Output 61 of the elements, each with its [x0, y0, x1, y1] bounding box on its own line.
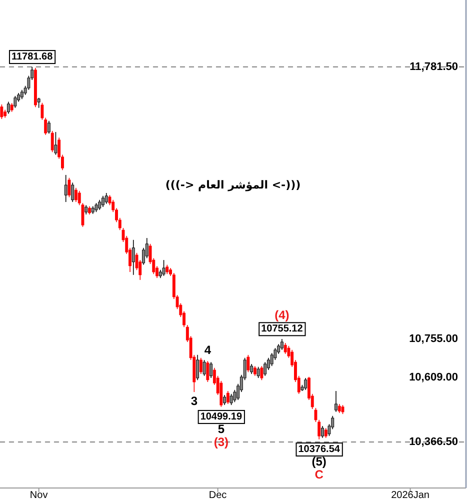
candlestick — [74, 188, 78, 202]
x-tick-label: 2026Jan — [391, 490, 430, 500]
candlestick — [71, 182, 74, 202]
annotation: 11781.68 — [11, 52, 54, 63]
annotation: 3 — [190, 394, 198, 408]
candlestick — [341, 404, 344, 414]
candlestick — [196, 354, 200, 381]
annotation: 10755.12 — [261, 324, 304, 335]
candlestick — [256, 366, 260, 378]
candlestick — [84, 204, 88, 215]
candlestick — [250, 364, 254, 374]
candlestick — [260, 366, 264, 381]
candlestick — [132, 239, 135, 276]
annotation: (5) — [312, 454, 326, 469]
y-tick-label: 10,755.00 — [409, 332, 458, 345]
candlestick — [37, 97, 40, 108]
candlestick — [98, 199, 102, 210]
x-tick-label: Dec — [208, 490, 227, 500]
annotation: (4) — [274, 308, 290, 322]
y-tick-label: 10,609.00 — [409, 372, 458, 384]
candlestick — [253, 366, 256, 376]
candlestick — [338, 404, 341, 414]
annotation: 5 — [218, 422, 225, 436]
candlestick — [202, 360, 206, 376]
candlestick — [230, 394, 233, 406]
candlestick — [246, 354, 250, 373]
y-tick-label: 10,366.50 — [409, 436, 458, 448]
candlestick — [48, 120, 50, 134]
candlestick — [264, 362, 267, 376]
candlestick — [199, 357, 202, 374]
candlestick — [14, 96, 17, 108]
candlestick — [94, 202, 98, 212]
candlestick — [321, 426, 324, 438]
candlestick — [54, 132, 58, 156]
candlestick — [223, 394, 226, 406]
annotation: 10499.19 — [200, 411, 242, 422]
candlestick — [166, 264, 169, 274]
candlestick — [324, 428, 328, 438]
candlestick — [206, 360, 210, 382]
candlestick — [20, 89, 24, 100]
candlestick — [0, 104, 4, 120]
candlestick — [226, 390, 230, 404]
candlestick — [162, 260, 166, 276]
annotation: 10376.54 — [298, 444, 340, 455]
candlestick — [102, 195, 104, 208]
candlestick — [210, 362, 213, 378]
candlestick — [284, 342, 287, 354]
annotation: C — [314, 468, 324, 482]
candlestick — [6, 101, 10, 114]
candlestick — [304, 378, 308, 390]
annotation: (3) — [214, 435, 229, 450]
annotation: 4 — [204, 343, 212, 358]
candlestick — [104, 192, 108, 204]
candlestick — [280, 338, 284, 350]
text: (((-> المؤشر العام <-))) — [165, 178, 301, 192]
candlestick — [64, 174, 68, 202]
candlestick — [50, 130, 54, 153]
y-tick-label: 11,781.50 — [410, 60, 458, 73]
candlestick — [68, 177, 71, 198]
candlestick — [334, 390, 338, 412]
x-tick-label: Nov — [30, 490, 48, 500]
